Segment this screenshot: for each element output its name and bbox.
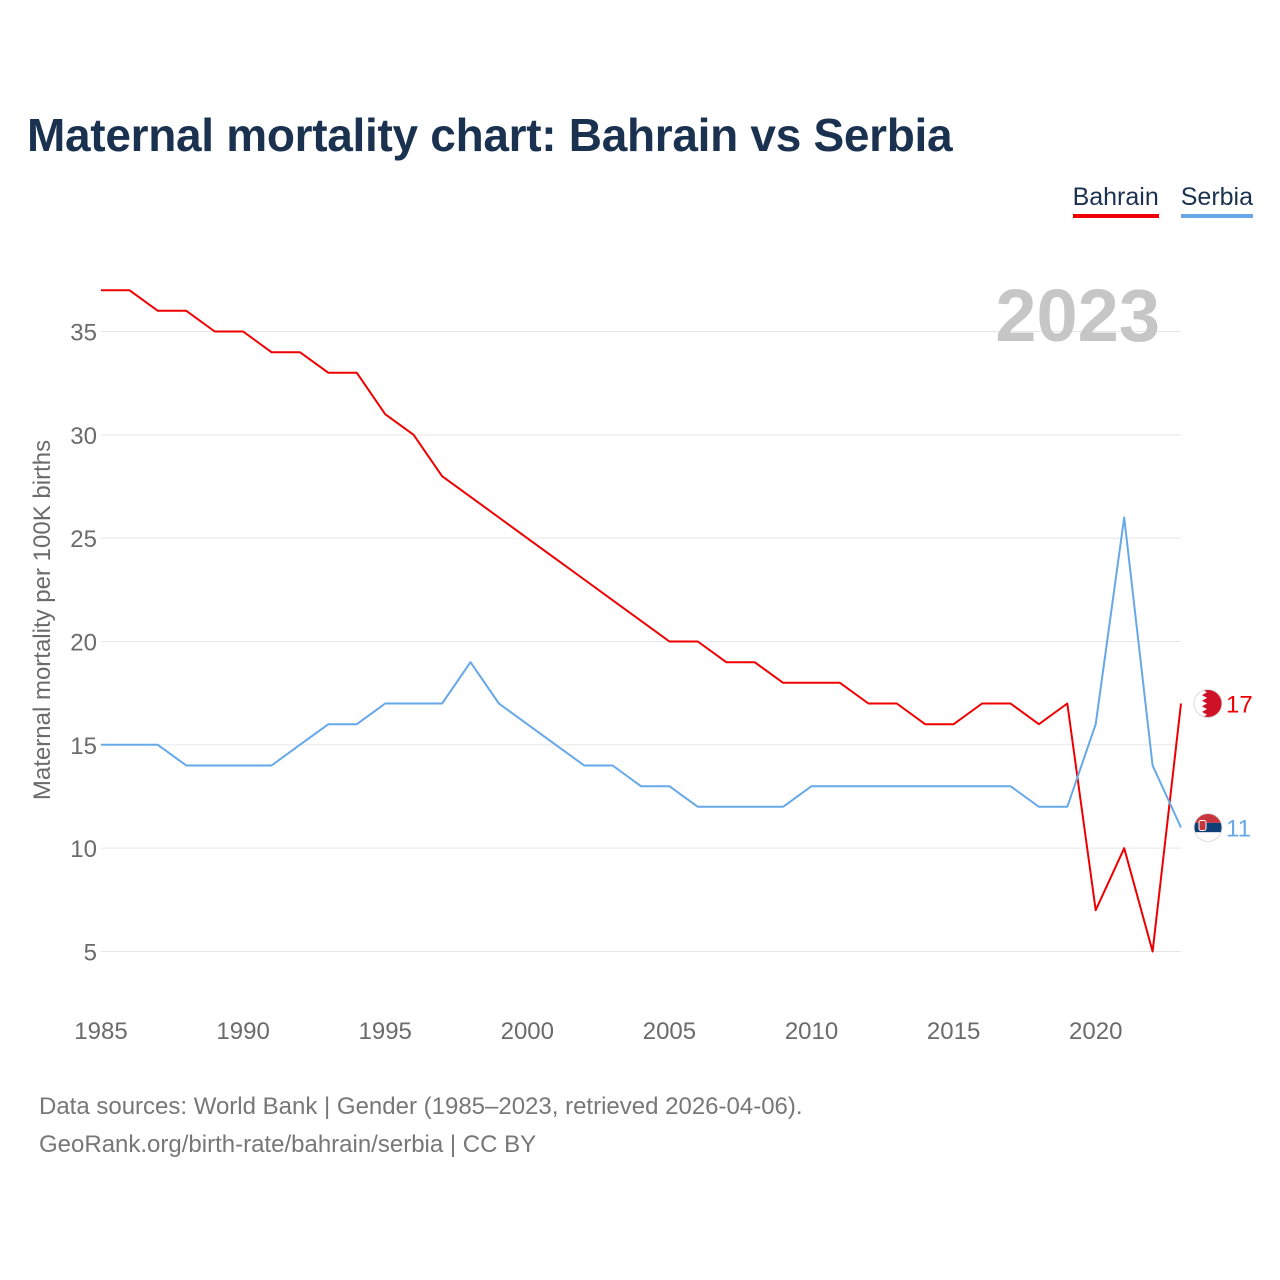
end-value-serbia: 11: [1226, 816, 1251, 843]
legend: Bahrain Serbia: [1072, 183, 1253, 218]
flag-serbia-icon: [1193, 813, 1223, 842]
year-watermark: 2023: [995, 274, 1160, 357]
x-tick-label: 1995: [359, 1018, 412, 1045]
y-tick-label: 20: [70, 630, 97, 657]
x-tick-label: 1990: [216, 1018, 269, 1045]
x-tick-label: 2020: [1069, 1018, 1122, 1045]
data-source-note: Data sources: World Bank | Gender (1985–…: [39, 1093, 803, 1120]
y-tick-label: 35: [70, 320, 97, 347]
y-tick-label: 25: [70, 526, 97, 553]
footer: Data sources: World Bank | Gender (1985–…: [39, 1088, 803, 1164]
series-group: [101, 289, 1182, 953]
y-tick-label: 10: [70, 836, 97, 863]
x-axis-ticks: 1985 1990 1995 2000 2005 2010 2015 2020: [74, 1018, 1122, 1045]
flag-bahrain-icon: [1193, 689, 1223, 718]
y-axis-label: Maternal mortality per 100K births: [29, 440, 56, 800]
y-tick-label: 15: [70, 733, 97, 760]
x-tick-label: 2010: [785, 1018, 838, 1045]
line-chart: 2023 5 10 15 20 25 30 35 1985 1990 1995 2000 2005 2…: [29, 274, 1253, 1045]
legend-item-serbia[interactable]: Serbia: [1180, 183, 1253, 218]
credit-link[interactable]: GeoRank.org/birth-rate/bahrain/serbia | …: [39, 1131, 537, 1158]
series-line-serbia[interactable]: [101, 516, 1182, 828]
x-tick-label: 2005: [643, 1018, 696, 1045]
x-tick-label: 1985: [74, 1018, 127, 1045]
chart-title: Maternal mortality chart: Bahrain vs Ser…: [27, 109, 953, 161]
x-tick-label: 2000: [501, 1018, 554, 1045]
x-tick-label: 2015: [927, 1018, 980, 1045]
end-value-bahrain: 17: [1226, 692, 1253, 719]
legend-item-bahrain[interactable]: Bahrain: [1072, 183, 1159, 218]
series-line-bahrain[interactable]: [101, 289, 1182, 953]
y-tick-label: 30: [70, 423, 97, 450]
gridlines: [101, 331, 1181, 952]
y-axis-ticks: 5 10 15 20 25 30 35: [70, 320, 97, 967]
y-tick-label: 5: [84, 940, 97, 967]
